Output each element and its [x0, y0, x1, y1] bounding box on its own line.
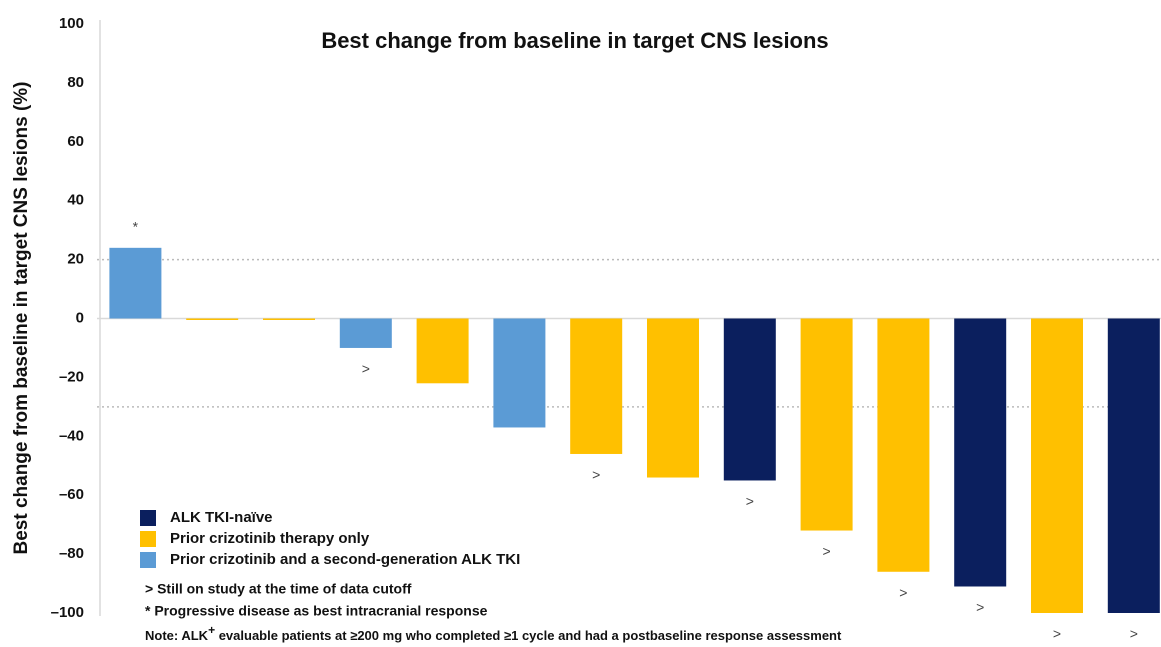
- marker: >: [976, 599, 984, 615]
- y-tick-label: –40: [59, 427, 84, 444]
- marker: >: [899, 584, 907, 600]
- y-tick-label: –100: [51, 604, 84, 621]
- marker: >: [746, 493, 754, 509]
- marker: >: [823, 543, 831, 559]
- marker: *: [133, 219, 139, 235]
- footnote-text: Note: ALK: [145, 628, 209, 643]
- legend-label: ALK TKI-naïve: [170, 509, 273, 526]
- y-tick-label: –20: [59, 368, 84, 385]
- footnote: Note: ALK+ evaluable patients at ≥200 mg…: [145, 623, 842, 643]
- bar: [1107, 318, 1160, 613]
- y-tick-label: 0: [76, 309, 84, 326]
- legend-label: Prior crizotinib and a second-generation…: [170, 551, 520, 568]
- bar: [800, 318, 853, 531]
- legend-swatch: [140, 510, 156, 526]
- bar: [647, 318, 699, 478]
- note: * Progressive disease as best intracrani…: [145, 603, 488, 619]
- bar: [263, 318, 315, 320]
- marker: >: [1130, 626, 1138, 642]
- chart-title: Best change from baseline in target CNS …: [321, 28, 828, 53]
- footnote-sup: +: [208, 623, 215, 637]
- y-tick-label: 40: [67, 192, 84, 209]
- y-axis-label: Best change from baseline in target CNS …: [11, 82, 32, 555]
- bar: [186, 318, 239, 320]
- marker: >: [592, 467, 600, 483]
- bar: [954, 318, 1007, 587]
- bar: [109, 247, 162, 319]
- y-tick-label: 60: [67, 133, 84, 150]
- note: > Still on study at the time of data cut…: [145, 581, 412, 597]
- y-tick-label: 80: [67, 74, 84, 91]
- bar: [1031, 318, 1083, 613]
- y-tick-label: 20: [67, 251, 84, 268]
- y-tick-label: –80: [59, 545, 84, 562]
- bar: [339, 318, 392, 348]
- legend-label: Prior crizotinib therapy only: [170, 530, 370, 547]
- legend-swatch: [140, 531, 156, 547]
- marker: >: [1053, 626, 1061, 642]
- bar: [493, 318, 546, 428]
- bar: [416, 318, 469, 384]
- footnote-text: evaluable patients at ≥200 mg who comple…: [215, 628, 842, 643]
- y-tick-label: –60: [59, 486, 84, 503]
- y-tick-label: 100: [59, 15, 84, 32]
- legend-swatch: [140, 552, 156, 568]
- bar: [570, 318, 623, 454]
- marker: >: [362, 361, 370, 377]
- bar: [877, 318, 930, 572]
- bar: [723, 318, 776, 481]
